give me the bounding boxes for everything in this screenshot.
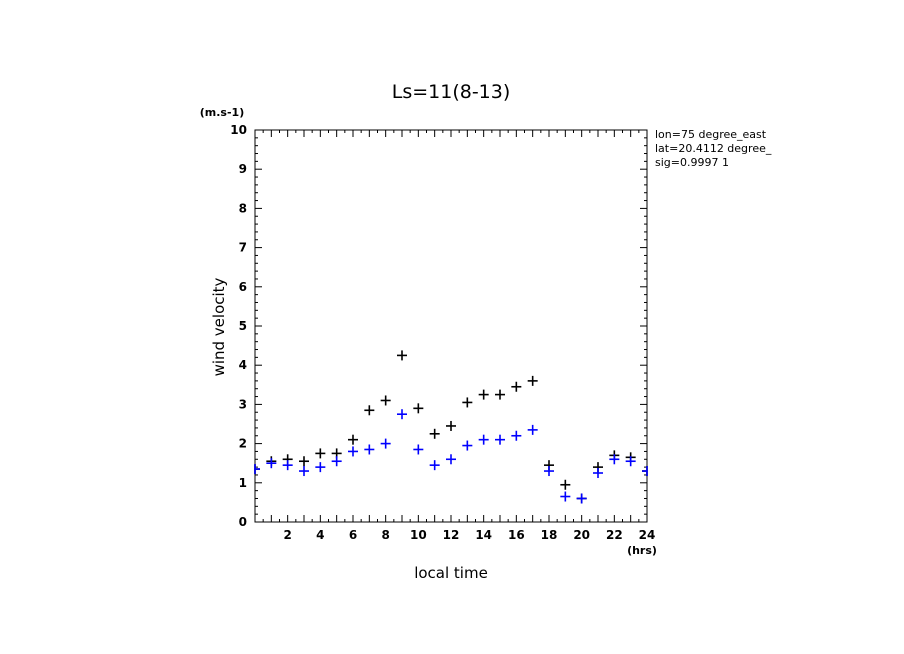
- info-lon: lon=75 degree_east: [655, 128, 767, 141]
- data-point-series-2: [299, 466, 309, 477]
- data-point-series-1: [299, 456, 309, 467]
- data-point-series-2: [446, 454, 456, 465]
- data-point-series-2: [593, 468, 603, 478]
- data-point-series-1: [511, 381, 522, 392]
- data-point-series-1: [462, 397, 473, 408]
- x-tick-label: 12: [443, 528, 460, 542]
- data-point-series-2: [462, 440, 473, 451]
- x-tick-label: 22: [606, 528, 623, 542]
- y-tick-label: 7: [239, 241, 247, 255]
- info-lat: lat=20.4112 degree_: [655, 142, 772, 155]
- y-tick-label: 2: [239, 437, 247, 451]
- x-tick-label: 2: [283, 528, 291, 542]
- x-tick-label: 16: [508, 528, 525, 542]
- x-tick-label: 10: [410, 528, 427, 542]
- data-point-series-2: [380, 438, 391, 449]
- x-tick-label: 20: [573, 528, 590, 542]
- data-point-series-1: [380, 395, 391, 406]
- x-tick-label: 4: [316, 528, 324, 542]
- y-tick-label: 8: [239, 201, 247, 215]
- y-tick-label: 6: [239, 280, 247, 294]
- data-point-series-1: [413, 403, 424, 414]
- data-point-series-2: [527, 424, 538, 435]
- x-axis-unit: (hrs): [627, 544, 657, 557]
- data-point-series-2: [478, 434, 489, 445]
- x-axis-label: local time: [414, 564, 488, 582]
- data-point-series-2: [315, 462, 326, 473]
- data-point-series-2: [576, 493, 587, 504]
- y-tick-label: 9: [239, 162, 247, 176]
- data-point-series-2: [544, 466, 554, 477]
- data-point-series-2: [282, 460, 293, 471]
- data-point-series-1: [527, 375, 538, 386]
- y-tick-label: 3: [239, 397, 247, 411]
- x-tick-label: 8: [381, 528, 389, 542]
- y-tick-label: 5: [239, 319, 247, 333]
- data-point-series-1: [315, 448, 326, 459]
- data-point-series-2: [429, 460, 440, 471]
- data-point-series-1: [397, 350, 407, 361]
- y-tick-label: 4: [239, 358, 247, 372]
- data-point-series-2: [511, 430, 522, 441]
- data-point-series-2: [560, 491, 571, 502]
- y-tick-label: 10: [230, 123, 247, 137]
- x-tick-label: 14: [475, 528, 492, 542]
- data-point-series-2: [254, 464, 260, 475]
- x-tick-label: 6: [349, 528, 357, 542]
- data-point-series-1: [560, 479, 571, 490]
- data-point-series-2: [348, 446, 358, 457]
- data-point-series-2: [364, 444, 375, 455]
- data-points: [254, 350, 648, 504]
- data-point-series-2: [331, 456, 342, 467]
- y-tick-label: 0: [239, 515, 247, 529]
- data-point-series-2: [413, 444, 424, 455]
- data-point-series-2: [642, 466, 648, 477]
- data-point-series-2: [397, 409, 407, 420]
- y-axis-unit: (m.s-1): [200, 106, 244, 119]
- x-tick-label: 18: [541, 528, 558, 542]
- data-point-series-2: [266, 458, 277, 469]
- data-point-series-1: [364, 405, 375, 416]
- y-tick-label: 1: [239, 476, 247, 490]
- data-point-series-1: [495, 389, 505, 400]
- data-point-series-1: [478, 389, 489, 400]
- x-tick-label: 24: [639, 528, 656, 542]
- data-point-series-1: [446, 420, 456, 431]
- data-point-series-1: [429, 428, 440, 439]
- data-point-series-2: [495, 434, 505, 445]
- data-point-series-2: [609, 454, 620, 465]
- chart-title: Ls=11(8-13): [392, 81, 511, 103]
- y-axis-label: wind velocity: [210, 277, 228, 376]
- info-sig: sig=0.9997 1: [655, 156, 729, 169]
- data-point-series-2: [625, 456, 636, 467]
- data-point-series-1: [348, 434, 358, 445]
